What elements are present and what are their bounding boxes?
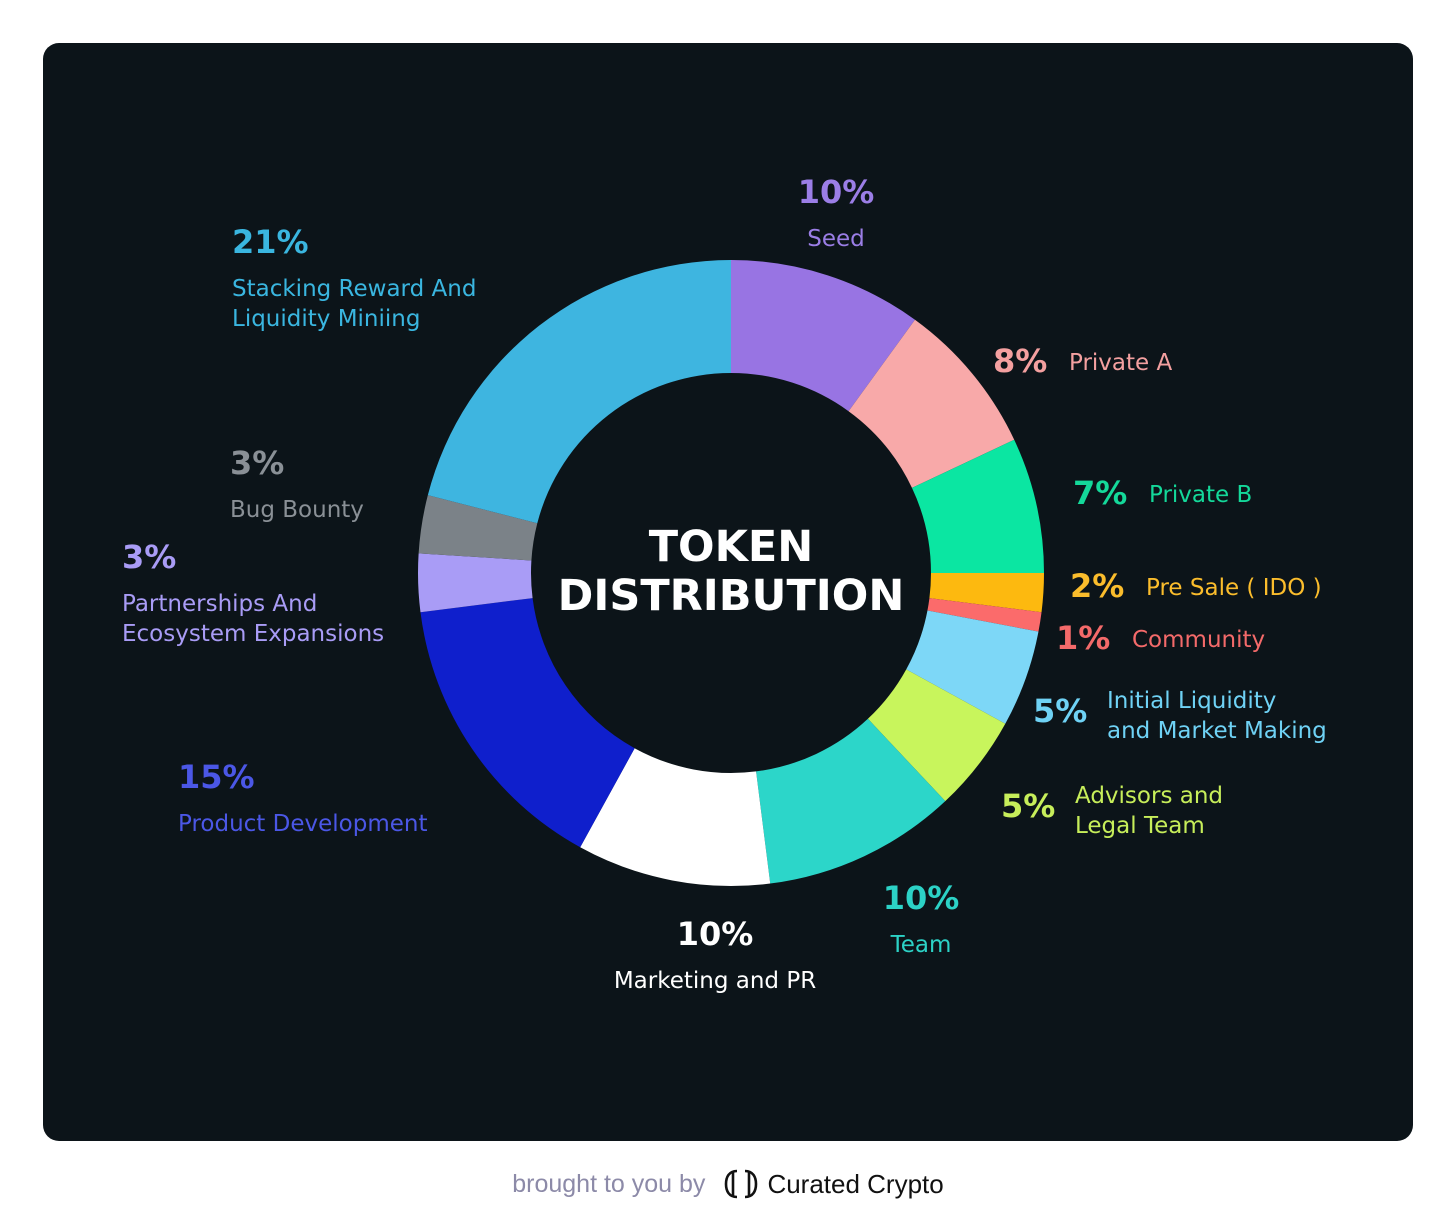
donut-slice (848, 319, 1015, 488)
slice-name-label: Community (1132, 627, 1265, 653)
slice-name-label: Ecosystem Expansions (122, 621, 384, 647)
curated-crypto-logo-icon (723, 1168, 759, 1200)
token-distribution-chart: TOKEN DISTRIBUTION 10% Seed 8% Private A 7% P… (122, 173, 1327, 994)
slice-labels: 10% Seed 8% Private A 7% Private B 2% Pre Sale … (122, 173, 1327, 994)
donut-slice (911, 439, 1044, 573)
slice-percent-label: 1% (1056, 619, 1110, 657)
slice-name-label: Private B (1149, 482, 1252, 508)
slice-percent-label: 21% (232, 223, 309, 261)
slice-name-label: Team (890, 932, 952, 958)
slice-name-label: Marketing and PR (614, 968, 816, 994)
slice-name-label: Seed (807, 226, 865, 252)
donut-slice (420, 598, 635, 848)
slice-name-label: Product Development (178, 811, 427, 837)
chart-center-title: TOKEN DISTRIBUTION (558, 522, 905, 621)
donut-hole (532, 374, 930, 772)
donut-slice (927, 598, 1042, 632)
donut-slice (580, 748, 771, 886)
slice-name-label: Pre Sale ( IDO ) (1146, 575, 1322, 601)
donut-slice (731, 260, 915, 412)
donut-slice (929, 573, 1044, 613)
donut-slice (867, 669, 1006, 802)
slice-percent-label: 15% (178, 758, 255, 796)
slice-percent-label: 10% (883, 879, 960, 917)
donut-slice (756, 718, 946, 884)
slice-name-label: Partnerships And (122, 591, 317, 617)
footer-brought-by: brought to you by (512, 1169, 706, 1198)
slice-percent-label: 10% (677, 915, 754, 953)
slice-name-label: Legal Team (1075, 813, 1205, 839)
slice-name-label: Initial Liquidity (1107, 688, 1276, 714)
center-title-line-2: DISTRIBUTION (558, 571, 905, 621)
donut-slice (418, 495, 538, 561)
slice-name-label: Advisors and (1075, 783, 1223, 809)
slice-name-label: Stacking Reward And (232, 276, 476, 302)
slice-percent-label: 10% (798, 173, 875, 211)
footer-brand-name: Curated Crypto (767, 1168, 944, 1199)
slice-name-label: Private A (1069, 350, 1172, 376)
slice-percent-label: 5% (1033, 692, 1087, 730)
slice-name-label: and Market Making (1107, 718, 1327, 744)
slice-percent-label: 2% (1070, 567, 1124, 605)
slice-name-label: Liquidity Miniing (232, 306, 420, 332)
slice-percent-label: 5% (1001, 787, 1055, 825)
donut-slice (418, 553, 533, 613)
slice-name-label: Bug Bounty (230, 497, 364, 523)
donut-slices (418, 260, 1044, 886)
slice-percent-label: 3% (122, 538, 176, 576)
donut-slice (427, 260, 731, 524)
slice-percent-label: 8% (993, 342, 1047, 380)
donut-slice (906, 610, 1039, 724)
slice-percent-label: 3% (230, 444, 284, 482)
center-title-line-1: TOKEN (649, 522, 814, 572)
footer: brought to you by Curated Crypto (0, 1164, 1456, 1204)
slice-percent-label: 7% (1073, 474, 1127, 512)
chart-card: TOKEN DISTRIBUTION 10% Seed 8% Private A 7% P… (43, 43, 1413, 1141)
